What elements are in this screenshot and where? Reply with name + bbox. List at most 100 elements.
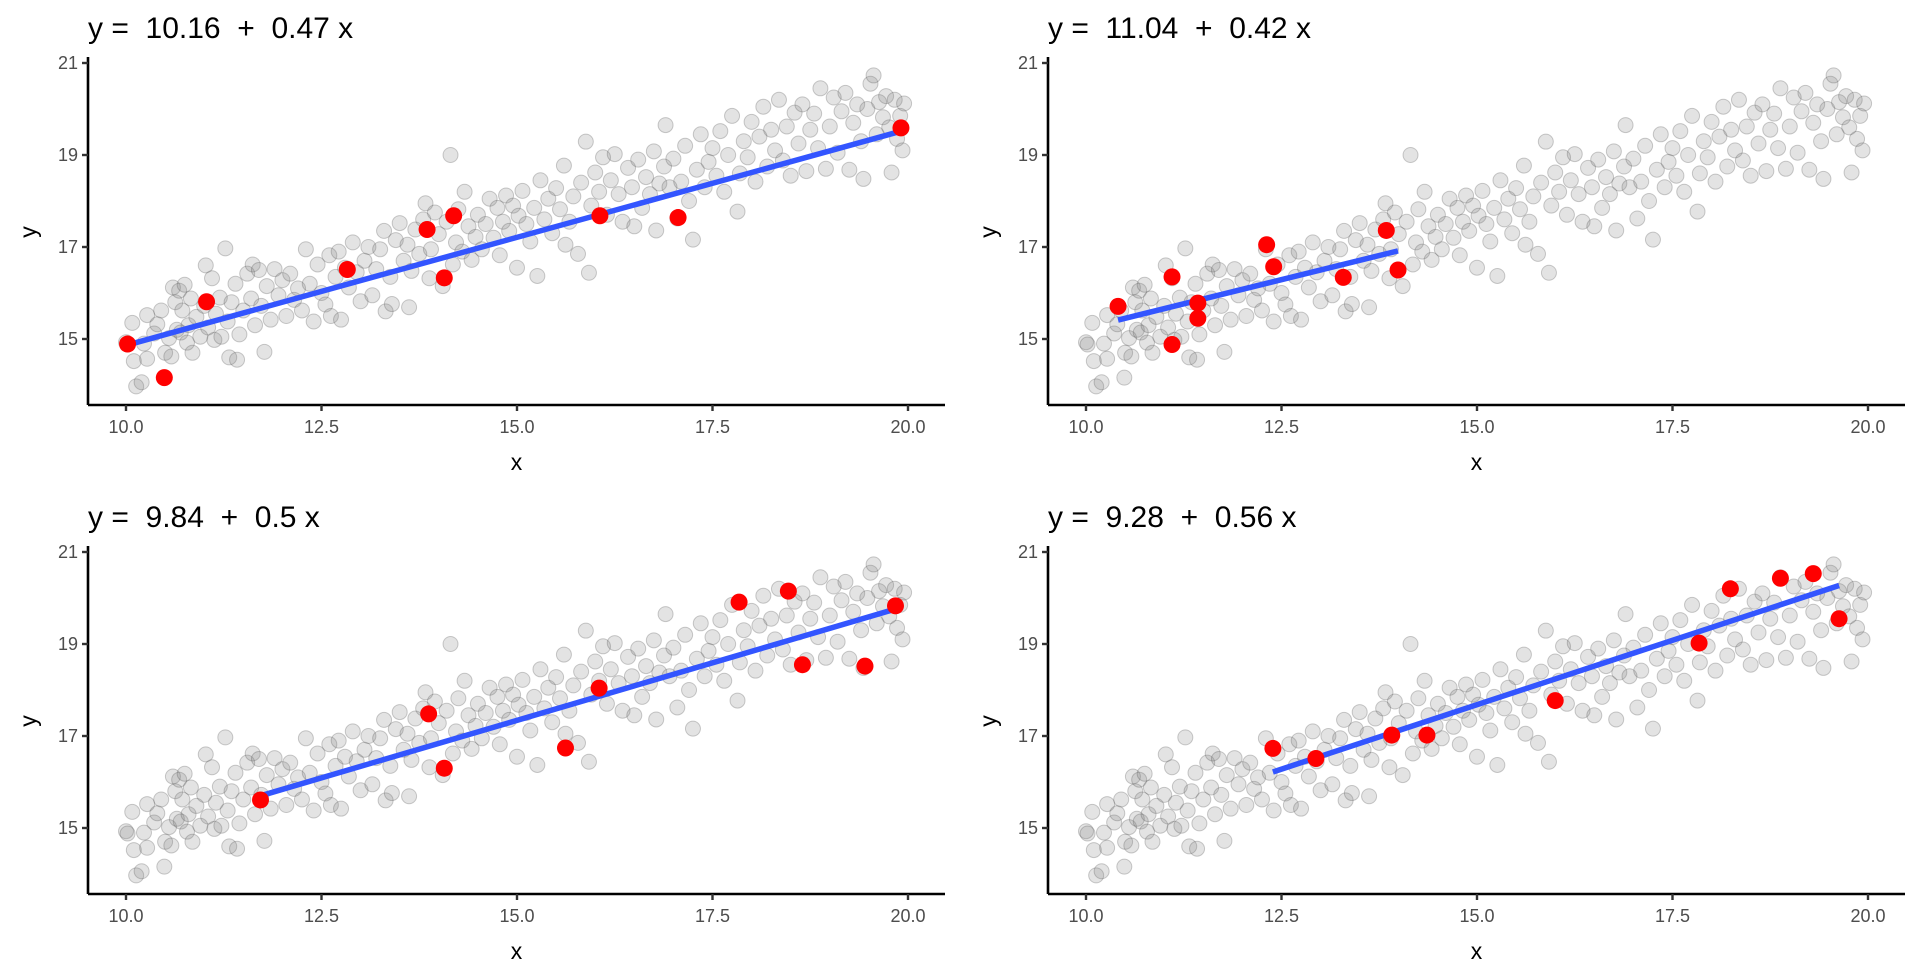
background-point	[1337, 303, 1354, 320]
x-tick-label: 15.0	[1459, 906, 1494, 926]
background-point	[786, 104, 803, 121]
background-point	[239, 265, 256, 282]
background-point	[763, 610, 780, 627]
background-point	[1171, 778, 1188, 795]
background-point	[223, 783, 240, 800]
background-point	[442, 147, 459, 163]
background-point	[491, 247, 508, 264]
background-point	[1142, 290, 1159, 307]
background-point	[729, 203, 746, 220]
background-point	[1805, 114, 1822, 131]
background-point	[1555, 149, 1572, 166]
background-point	[1207, 806, 1224, 823]
background-point	[421, 270, 438, 287]
background-point	[580, 264, 597, 281]
background-point	[1785, 578, 1802, 595]
background-point	[1533, 174, 1550, 191]
background-point	[1570, 675, 1587, 692]
background-point	[755, 587, 772, 604]
background-point	[837, 84, 854, 101]
background-point	[1416, 183, 1433, 200]
background-point	[544, 714, 561, 731]
background-point	[1601, 675, 1618, 692]
background-point	[1570, 186, 1587, 203]
background-point	[1547, 164, 1564, 181]
background-point	[391, 704, 408, 721]
background-point	[1210, 751, 1227, 767]
background-point	[256, 343, 273, 360]
background-point	[1290, 732, 1307, 749]
background-point	[1336, 711, 1353, 728]
background-point	[1386, 204, 1403, 221]
highlight-point	[556, 739, 574, 757]
background-point	[489, 688, 506, 705]
background-point	[356, 741, 373, 758]
background-point	[514, 671, 531, 688]
background-point	[505, 197, 522, 214]
background-point	[862, 564, 879, 581]
regression-line	[1272, 582, 1840, 775]
background-point	[817, 160, 834, 177]
background-point	[266, 750, 283, 767]
background-point	[855, 170, 872, 187]
background-point	[178, 823, 195, 840]
highlight-point	[856, 657, 874, 675]
background-point	[377, 792, 394, 809]
background-point	[1394, 278, 1411, 295]
background-point	[1189, 840, 1206, 857]
background-point	[849, 585, 866, 602]
background-point	[1277, 296, 1294, 313]
background-point	[1707, 173, 1724, 190]
background-point	[153, 791, 170, 808]
x-tick-label: 10.0	[1068, 906, 1103, 926]
background-point	[128, 378, 145, 395]
background-point	[1849, 130, 1866, 147]
background-point	[623, 179, 640, 196]
background-point	[1770, 140, 1787, 157]
background-point	[886, 91, 903, 108]
x-tick-label: 10.0	[108, 417, 143, 437]
background-point	[317, 296, 334, 313]
background-point	[1478, 705, 1495, 721]
background-point	[739, 149, 756, 166]
background-point	[1084, 803, 1101, 820]
background-point	[1637, 626, 1654, 643]
background-point	[417, 195, 434, 212]
background-point	[743, 602, 760, 619]
background-point	[1746, 104, 1763, 121]
background-point	[411, 245, 428, 262]
background-point	[673, 173, 690, 190]
panel-title: y = 9.84 + 0.5 x	[88, 501, 320, 534]
highlight-point	[418, 221, 436, 239]
background-point	[656, 647, 673, 664]
background-point	[197, 257, 214, 274]
background-point	[1454, 213, 1471, 230]
background-point	[1486, 199, 1503, 216]
background-point	[1281, 247, 1298, 264]
background-point	[1789, 144, 1806, 161]
background-point	[1797, 84, 1814, 101]
background-point	[1762, 121, 1779, 138]
background-point	[1226, 750, 1243, 767]
background-point	[704, 629, 721, 646]
background-point	[244, 745, 261, 762]
background-point	[1719, 158, 1736, 175]
background-point	[595, 149, 612, 166]
background-point	[648, 711, 665, 728]
background-point	[377, 303, 394, 320]
background-point	[1177, 729, 1194, 746]
background-point	[305, 313, 322, 330]
background-point	[1608, 711, 1625, 728]
background-point	[1375, 700, 1392, 717]
background-point	[135, 824, 152, 841]
background-point	[829, 633, 846, 650]
background-point	[712, 612, 729, 629]
background-point	[790, 135, 807, 152]
background-point	[1547, 653, 1564, 670]
background-point	[163, 348, 180, 365]
background-point	[735, 133, 752, 150]
background-point	[595, 638, 612, 655]
panel-title: y = 9.28 + 0.56 x	[1048, 501, 1297, 534]
background-point	[1099, 350, 1116, 367]
background-point	[1594, 688, 1611, 705]
